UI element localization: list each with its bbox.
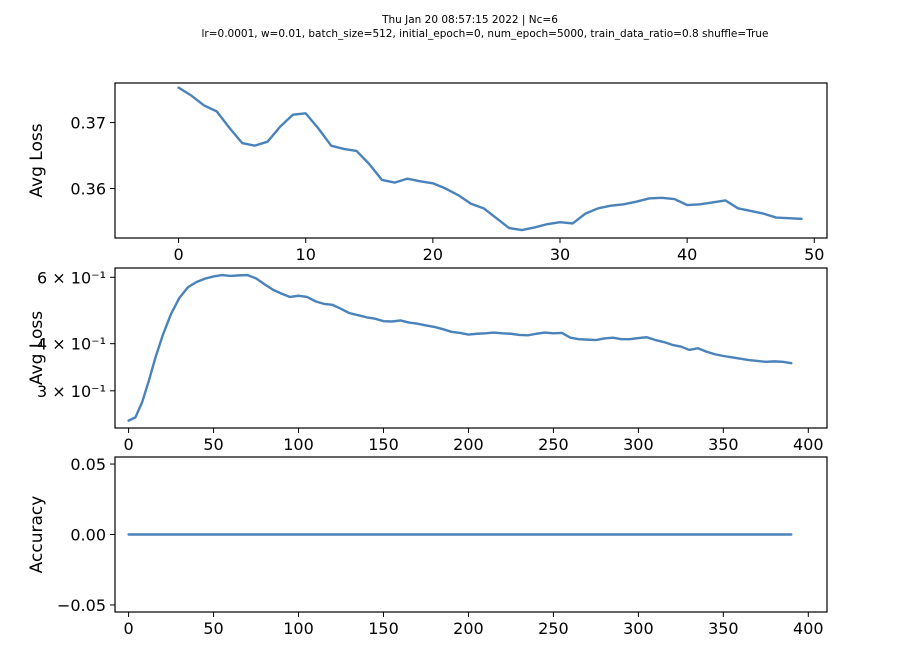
series-line <box>177 86 803 232</box>
x-tick-label: 150 <box>368 619 399 638</box>
subplot-1: 0 10 20 30 40 50 0.36 0.37 Avg Loss <box>27 82 828 264</box>
x-tick-label: 350 <box>708 435 739 454</box>
axes-frame <box>114 82 828 239</box>
x-tick-label: 10 <box>296 245 316 264</box>
axes-frame <box>114 267 828 429</box>
subplot-2: 0 50 100 150 200 250 300 350 400 3 × 10⁻¹ 4 × 10⁻¹… <box>27 267 828 454</box>
x-tick-label: 50 <box>804 245 824 264</box>
y-axis-label: Avg Loss <box>27 311 47 385</box>
x-tick-label: 20 <box>423 245 443 264</box>
x-tick-label: 300 <box>623 435 654 454</box>
x-tick-label: 200 <box>453 619 484 638</box>
x-tick-label: 50 <box>203 619 223 638</box>
figure-title-line-1: Thu Jan 20 08:57:15 2022 | Nc=6 <box>381 14 558 26</box>
x-tick-label: 30 <box>550 245 570 264</box>
x-tick-label: 400 <box>793 619 824 638</box>
x-tick-label: 100 <box>283 619 314 638</box>
x-tick-label: 200 <box>453 435 484 454</box>
y-tick-label: 6 × 10⁻¹ <box>37 268 106 287</box>
x-tick-label: 0 <box>124 435 134 454</box>
y-axis-label: Accuracy <box>27 496 47 574</box>
x-tick-label: 0 <box>173 245 183 264</box>
subplot-3: 0 50 100 150 200 250 300 350 400 −0.05 0.00 0.05 Acc… <box>27 455 828 638</box>
y-tick-label: 4 × 10⁻¹ <box>37 335 106 354</box>
y-tick-label: 0.05 <box>70 455 106 474</box>
x-tick-label: 100 <box>283 435 314 454</box>
y-axis-label: Avg Loss <box>27 123 47 197</box>
x-tick-label: 40 <box>677 245 697 264</box>
x-tick-label: 250 <box>538 619 569 638</box>
series-line <box>127 273 793 422</box>
y-tick-label: 0.37 <box>70 114 106 133</box>
x-tick-label: 0 <box>124 619 134 638</box>
x-tick-label: 350 <box>708 619 739 638</box>
y-tick-label: 3 × 10⁻¹ <box>37 382 106 401</box>
y-tick-label: −0.05 <box>57 596 106 615</box>
figure-title-line-2: lr=0.0001, w=0.01, batch_size=512, initi… <box>202 28 769 40</box>
y-tick-label: 0.00 <box>70 526 106 545</box>
x-tick-label: 400 <box>793 435 824 454</box>
y-tick-label: 0.36 <box>70 180 106 199</box>
x-tick-label: 50 <box>203 435 223 454</box>
x-tick-label: 150 <box>368 435 399 454</box>
x-tick-label: 250 <box>538 435 569 454</box>
x-tick-label: 300 <box>623 619 654 638</box>
